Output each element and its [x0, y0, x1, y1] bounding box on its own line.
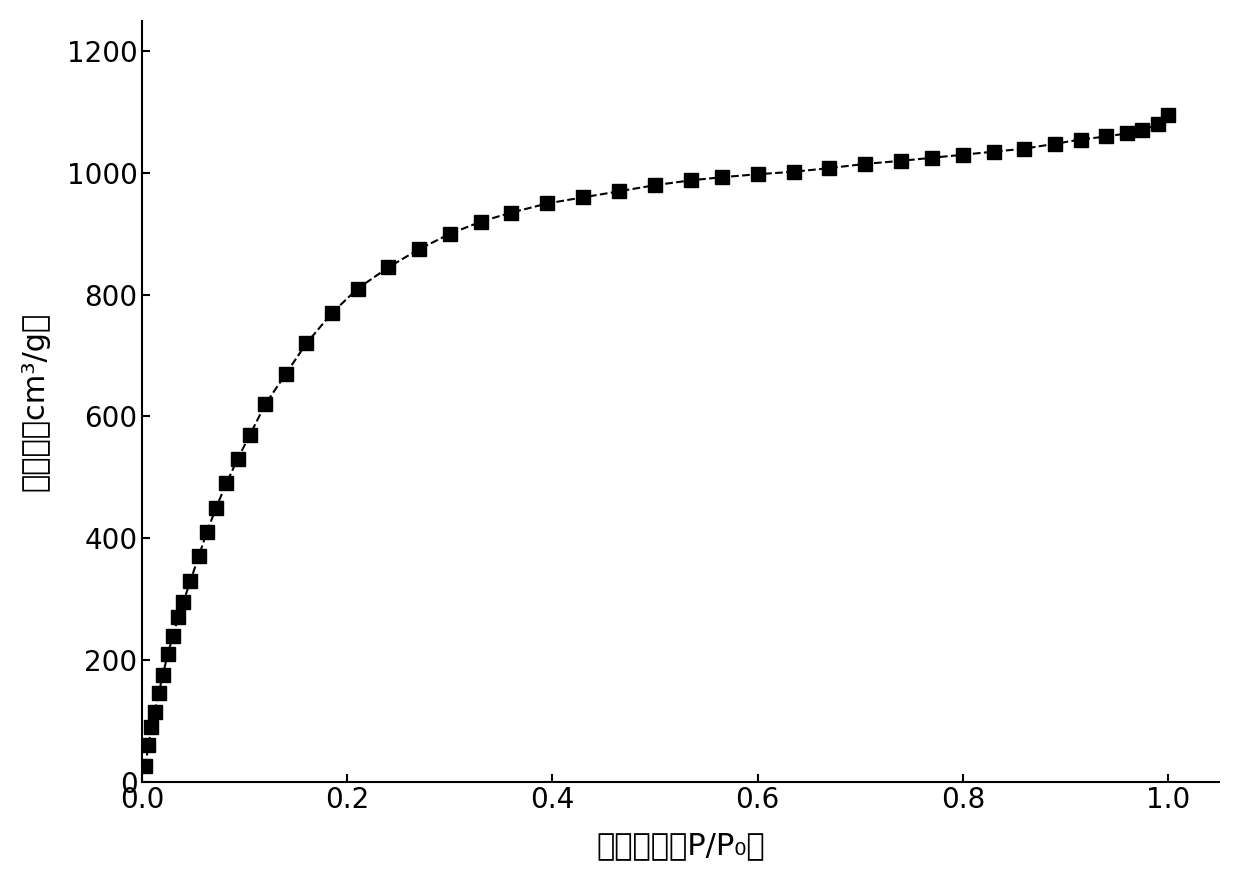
Y-axis label: 吸附量（cm³/g）: 吸附量（cm³/g） — [21, 312, 50, 491]
X-axis label: 相对压力（P/P₀）: 相对压力（P/P₀） — [596, 831, 765, 860]
